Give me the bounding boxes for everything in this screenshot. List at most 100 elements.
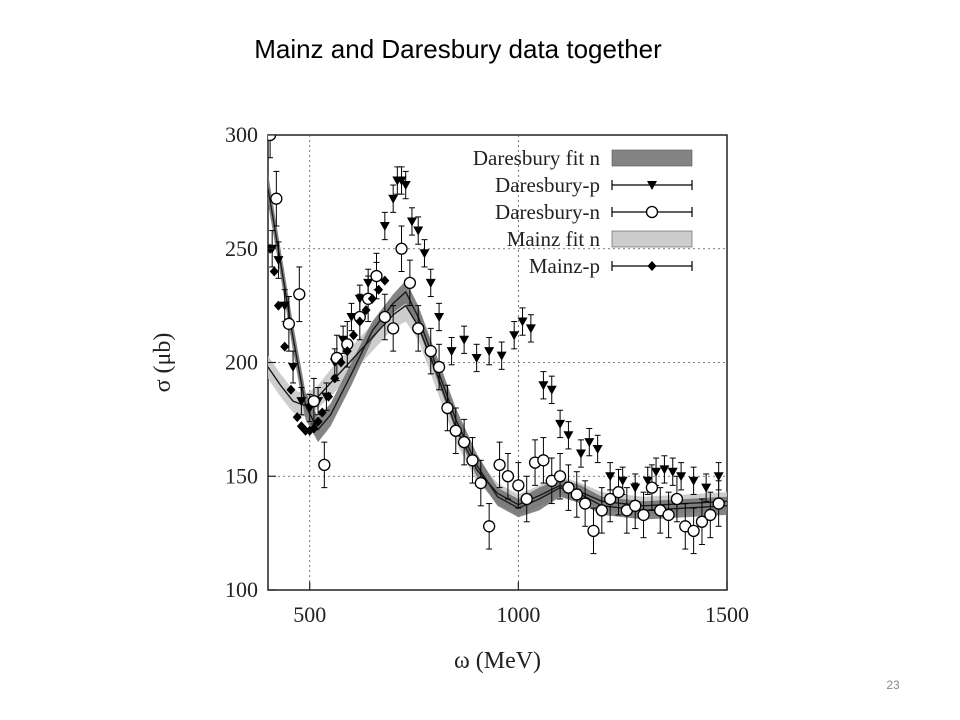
data-point-daresbury-n [612, 486, 625, 499]
data-point-mainz-p [349, 330, 359, 341]
data-point-mainz-p [273, 300, 283, 311]
data-point-daresbury-p [575, 449, 586, 459]
axis-ticks: 500 1000 1500 100 150 200 250 300 [225, 122, 749, 627]
data-point-daresbury-p [419, 249, 430, 259]
legend-label: Daresbury-n [495, 200, 600, 224]
fit-bands [268, 173, 727, 520]
data-point-daresbury-p [688, 476, 699, 486]
data-point-mainz-p [361, 305, 371, 316]
data-point-daresbury-n [449, 424, 462, 437]
data-point-daresbury-n [604, 492, 617, 506]
data-point-daresbury-n [501, 470, 515, 483]
y-tick-label: 150 [225, 463, 258, 488]
data-point-daresbury-n [307, 395, 321, 408]
data-point-daresbury-n [553, 470, 567, 483]
y-tick-label: 100 [225, 577, 258, 602]
data-point-daresbury-n [483, 520, 496, 533]
data-point-daresbury-p [279, 301, 290, 311]
data-point-daresbury-p [584, 438, 595, 448]
y-tick-label: 300 [225, 122, 258, 147]
y-axis-label: σ (μb) [150, 333, 176, 393]
data-point-mainz-p [330, 373, 340, 384]
data-point-daresbury-p [413, 226, 424, 236]
data-point-daresbury-n [637, 508, 650, 522]
data-point-mainz-p [269, 266, 279, 277]
x-axis-label: ω (MeV) [454, 648, 541, 674]
data-point-daresbury-n [687, 524, 700, 537]
legend-marker-daresbury-n [645, 205, 659, 219]
data-point-daresbury-p [396, 176, 407, 186]
data-point-daresbury-p [388, 194, 399, 204]
data-point-daresbury-p [459, 335, 470, 345]
data-point-mainz-p [309, 423, 319, 434]
data-point-daresbury-p [517, 317, 528, 327]
data-point-daresbury-n [562, 481, 575, 494]
legend-label: Daresbury-p [495, 173, 600, 197]
data-point-daresbury-p [651, 467, 662, 477]
data-point-daresbury-p [642, 476, 653, 486]
data-point-mainz-p [317, 407, 327, 418]
data-point-daresbury-n [412, 322, 425, 335]
data-point-daresbury-p [563, 431, 574, 441]
data-point-mainz-p [355, 316, 365, 327]
data-point-daresbury-p [676, 472, 687, 482]
data-point-daresbury-n [466, 454, 479, 467]
x-tick-label: 500 [293, 602, 326, 627]
data-point-daresbury-p [471, 353, 482, 363]
data-point-daresbury-n [662, 508, 675, 522]
data-point-daresbury-p [379, 222, 390, 231]
slide-number: 23 [886, 678, 900, 692]
data-point-daresbury-n [387, 322, 400, 335]
legend-swatch-daresbury-fit-n [611, 149, 693, 167]
data-point-daresbury-n [493, 458, 506, 472]
data-point-mainz-p [286, 384, 296, 395]
data-point-daresbury-n [403, 276, 417, 290]
legend-marker-daresbury-p [647, 181, 657, 190]
data-point-daresbury-n [645, 481, 659, 494]
data-point-daresbury-n [520, 492, 533, 506]
data-point-daresbury-n [512, 479, 525, 492]
data-point-daresbury-p [434, 313, 445, 322]
data-point-daresbury-p [425, 278, 436, 288]
legend-label: Mainz fit n [507, 227, 601, 251]
data-point-daresbury-p [446, 347, 457, 357]
data-point-daresbury-n [570, 488, 583, 501]
data-point-daresbury-n [270, 192, 283, 205]
data-point-mainz-p [374, 284, 384, 295]
data-point-mainz-p [342, 346, 352, 357]
data-point-daresbury-p [546, 385, 557, 395]
data-point-daresbury-n [704, 508, 717, 522]
legend-label: Mainz-p [529, 254, 600, 278]
band-daresbury-fit-n [268, 173, 727, 520]
data-point-daresbury-p [509, 331, 520, 341]
data-point-daresbury-n [293, 288, 306, 301]
data-point-daresbury-n [474, 476, 487, 490]
data-point-daresbury-n [629, 499, 642, 512]
x-tick-label: 1500 [705, 602, 749, 627]
legend-label: Daresbury fit n [473, 146, 601, 170]
data-point-daresbury-n [712, 497, 725, 510]
data-point-daresbury-p [273, 256, 284, 266]
slide-title: Mainz and Daresbury data together [254, 34, 662, 64]
data-point-daresbury-p [296, 397, 307, 407]
data-point-mainz-p [313, 416, 323, 427]
data-point-daresbury-n [395, 242, 408, 255]
data-point-daresbury-p [288, 363, 299, 373]
y-tick-label: 200 [225, 350, 258, 375]
data-point-daresbury-p [525, 324, 536, 334]
data-point-mainz-p [280, 341, 290, 352]
data-point-daresbury-p [659, 465, 670, 475]
data-point-daresbury-n [268, 135, 277, 142]
data-point-daresbury-n [578, 497, 592, 510]
data-point-daresbury-p [617, 476, 628, 486]
data-point-daresbury-p [484, 347, 495, 357]
x-tick-label: 1000 [496, 602, 540, 627]
data-point-mainz-p [367, 293, 377, 304]
data-point-daresbury-p [496, 351, 507, 361]
data-point-daresbury-p [713, 472, 724, 482]
data-point-daresbury-n [370, 269, 383, 283]
data-point-daresbury-n [378, 310, 391, 324]
data-point-mainz-p [380, 275, 390, 286]
data-point-daresbury-n [432, 360, 446, 374]
data-point-daresbury-p [667, 467, 678, 477]
